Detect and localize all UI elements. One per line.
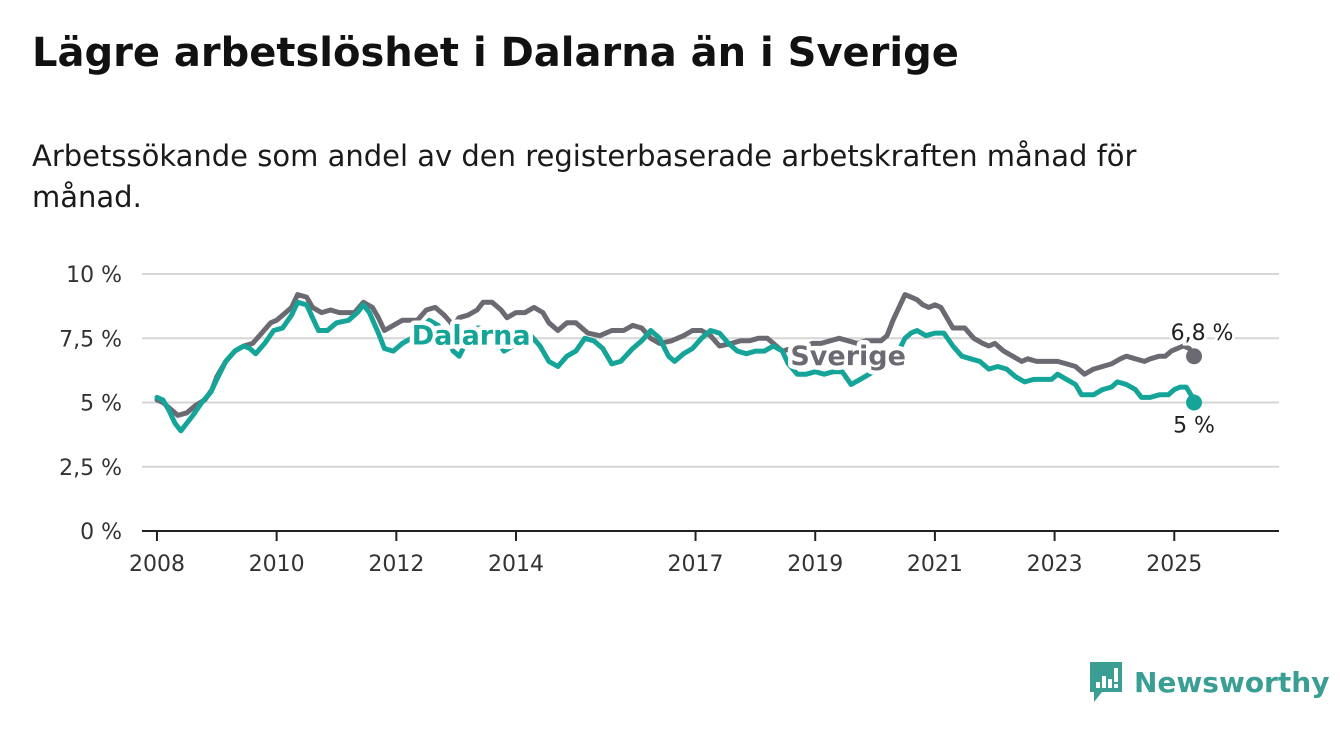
- end-marker-dalarna: [1186, 394, 1203, 411]
- bar-chart-icon: [1090, 662, 1122, 702]
- chart-title: Lägre arbetslöshet i Dalarna än i Sverig…: [32, 30, 959, 76]
- y-tick-label: 5 %: [80, 392, 122, 417]
- series-line-sverige: [154, 292, 1197, 418]
- series-label-sverige: Sverige: [790, 341, 906, 372]
- end-value-dalarna: 5 %: [1173, 414, 1215, 439]
- x-tick-label: 2014: [488, 552, 544, 577]
- series-line-dalarna: [154, 299, 1197, 434]
- x-tick-label: 2017: [668, 552, 724, 577]
- x-tick-label: 2010: [249, 552, 305, 577]
- series-label-dalarna: Dalarna: [412, 321, 531, 352]
- x-tick-label: 2019: [787, 552, 843, 577]
- x-tick-label: 2021: [907, 552, 963, 577]
- x-tick-label: 2025: [1146, 552, 1202, 577]
- end-value-sverige: 6,8 %: [1171, 321, 1234, 346]
- end-marker-sverige: [1186, 348, 1203, 365]
- y-tick-label: 7,5 %: [59, 327, 122, 352]
- brand-name: Newsworthy: [1134, 665, 1330, 699]
- y-tick-label: 0 %: [80, 520, 122, 545]
- x-tick-label: 2023: [1027, 552, 1083, 577]
- chart-subtitle: Arbetssökande som andel av den registerb…: [32, 139, 1137, 214]
- x-axis-ticks: 2008 2010 2012 2014 2017 2019 2021 2023 2025: [129, 531, 1202, 577]
- x-tick-label: 2008: [129, 552, 185, 577]
- x-tick-label: 2012: [368, 552, 424, 577]
- gridlines: [142, 273, 1279, 532]
- y-axis-ticks: 0 % 2,5 % 5 % 7,5 % 10 %: [59, 263, 122, 545]
- newsworthy-brand[interactable]: Newsworthy: [1088, 660, 1329, 704]
- y-tick-label: 2,5 %: [59, 456, 122, 481]
- series-labels: Sverige Dalarna 6,8 % 5 %: [407, 316, 1236, 441]
- y-tick-label: 10 %: [66, 263, 122, 288]
- series-lines: [154, 292, 1203, 434]
